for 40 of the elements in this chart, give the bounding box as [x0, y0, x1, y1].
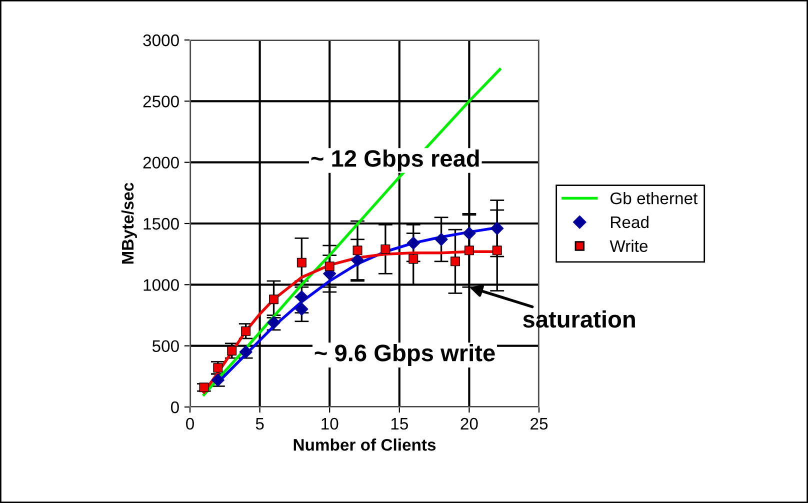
annotation: ~ 12 Gbps read	[311, 150, 479, 172]
point	[295, 302, 308, 316]
point	[241, 326, 251, 336]
x-tick-label: 20	[460, 418, 478, 430]
point	[269, 294, 278, 304]
point	[352, 246, 362, 256]
annotation: ~ 9.6 Gbps write	[314, 344, 495, 366]
y-tick-label: 500	[152, 340, 179, 352]
point	[213, 363, 223, 373]
x-tick-label: 0	[186, 418, 194, 430]
point	[380, 244, 390, 254]
x-tick-label: 25	[530, 418, 548, 430]
y-tick-label: 3000	[143, 34, 179, 46]
point	[296, 258, 306, 268]
x-tick-label: 5	[256, 418, 264, 430]
point	[490, 222, 504, 235]
point	[406, 236, 420, 250]
y-tick-label: 1000	[144, 279, 179, 291]
x-tick-label: 10	[322, 418, 338, 430]
x-axis-title: Number of Clients	[294, 438, 436, 451]
legend-label: Write	[610, 240, 648, 252]
legend-label: Gb ethernet	[610, 192, 698, 204]
y-tick-label: 2000	[143, 156, 179, 169]
point	[464, 246, 474, 256]
x-tick-label: 15	[391, 418, 408, 430]
point	[408, 254, 418, 264]
y-tick-label: 0	[170, 401, 179, 414]
point	[450, 256, 460, 266]
y-tick-label: 1500	[144, 218, 179, 230]
y-axis-title: MByte/sec	[121, 182, 137, 264]
point	[350, 254, 364, 267]
point	[227, 346, 237, 356]
point	[492, 246, 502, 256]
point	[324, 262, 334, 272]
point	[462, 226, 476, 240]
y-tick-label: 2500	[143, 96, 179, 108]
point	[295, 290, 308, 304]
point	[434, 232, 448, 246]
line-series	[202, 68, 502, 396]
legend-label: Read	[611, 216, 648, 228]
